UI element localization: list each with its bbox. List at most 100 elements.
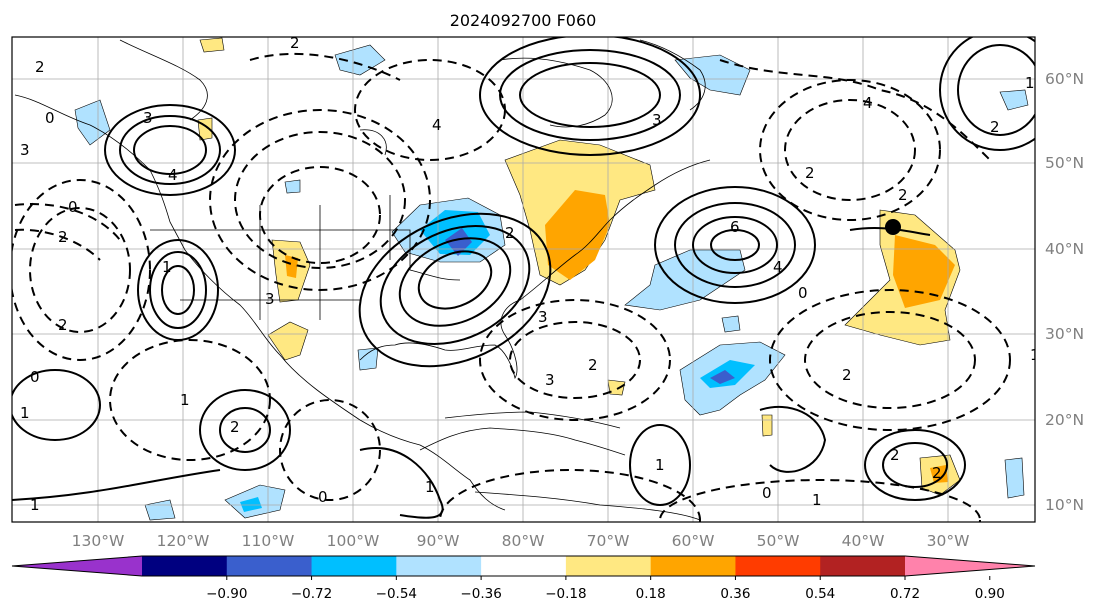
map-background — [12, 37, 1035, 522]
colorbar-swatch — [481, 556, 567, 576]
lon-tick: 120°W — [157, 532, 210, 550]
colorbar-tick-label: 0.72 — [890, 586, 920, 602]
contour-label: 2 — [588, 356, 598, 374]
contour-label: 1 — [425, 478, 435, 496]
contour-label: 4 — [773, 258, 783, 276]
colorbar-swatch — [820, 556, 906, 576]
lat-tick: 20°N — [1045, 411, 1084, 429]
colorbar-swatch — [396, 556, 482, 576]
storm-center-marker — [885, 219, 901, 235]
contour-label: 0 — [68, 198, 78, 216]
map-title: 2024092700 F060 — [450, 11, 597, 30]
negative-anomaly-region — [721, 315, 741, 333]
colorbar-swatch — [735, 556, 821, 576]
contour-label: 2 — [35, 58, 45, 76]
colorbar-outline — [11, 555, 1036, 577]
contour-label: 2 — [990, 118, 1000, 136]
lat-tick: 30°N — [1045, 325, 1084, 343]
colorbar-tick-label: −0.90 — [206, 586, 247, 602]
lon-tick: 80°W — [502, 532, 545, 550]
contour-label: 1 — [20, 404, 30, 422]
positive-anomaly-region — [607, 379, 626, 396]
positive-anomaly-region — [545, 190, 610, 280]
positive-anomaly-region — [893, 235, 955, 308]
colorbar-tick-label: −0.18 — [545, 586, 586, 602]
contour-label: 3 — [265, 290, 275, 308]
colorbar-swatch — [565, 556, 652, 576]
lon-tick: 50°W — [757, 532, 800, 550]
colorbar-extend-high — [905, 556, 1035, 576]
lat-tick: 40°N — [1045, 240, 1084, 258]
contour-label: 0 — [762, 484, 772, 502]
longitude-ticks: 130°W 120°W 110°W 100°W 90°W 80°W 70°W 6… — [72, 532, 970, 550]
contour-label: 3 — [538, 308, 548, 326]
lon-tick: 130°W — [72, 532, 125, 550]
contour-label: 6 — [730, 218, 740, 236]
negative-anomaly-region — [445, 228, 472, 256]
coastlines — [14, 39, 711, 521]
contour-label: 3 — [545, 371, 555, 389]
positive-anomaly-region — [285, 255, 298, 278]
contour-label: 4 — [863, 94, 873, 112]
colorbar-tick-label: −0.72 — [291, 586, 332, 602]
contour-label: 2 — [230, 418, 240, 436]
negative-anomaly-region — [357, 347, 379, 371]
map-content: 2 2 3 4 0 3 3 1 2 6 4 2 1 2 0 3 2 2 3 4 … — [12, 37, 1040, 522]
contour-label: 1 — [180, 391, 190, 409]
lon-tick: 110°W — [242, 532, 295, 550]
lon-tick: 30°W — [927, 532, 970, 550]
contour-label: 3 — [143, 109, 153, 127]
lon-tick: 90°W — [417, 532, 460, 550]
colorbar-tick-label: 0.36 — [720, 586, 750, 602]
contour-label: 0 — [798, 284, 808, 302]
contour-label: 1 — [162, 258, 172, 276]
contour-label: 4 — [168, 166, 178, 184]
colorbar-tick-label: 0.90 — [975, 586, 1005, 602]
contour-label: 3 — [652, 111, 662, 129]
contour-label: 1 — [655, 456, 665, 474]
contour-labels: 2 2 3 4 0 3 3 1 2 6 4 2 1 2 0 3 2 2 3 4 … — [20, 37, 1040, 514]
colorbar-swatch — [226, 556, 313, 576]
contour-label: 2 — [890, 446, 900, 464]
colorbar: −0.90 −0.72 −0.54 −0.36 −0.18 0.18 0.36 0.54 0.7… — [11, 555, 1036, 602]
lon-tick: 60°W — [672, 532, 715, 550]
contour-label: 0 — [45, 109, 55, 127]
contour-label: 0 — [30, 368, 40, 386]
contour-label: 1 — [30, 496, 40, 514]
positive-anomaly-region — [199, 37, 225, 53]
map-frame — [11, 36, 1036, 523]
positive-anomaly-region — [930, 465, 948, 483]
contour-label: 1 — [812, 491, 822, 509]
positive-anomaly-region — [267, 321, 309, 361]
colorbar-extend-low — [12, 556, 142, 576]
contour-label: 2 — [932, 464, 942, 482]
colorbar-tick-label: −0.54 — [376, 586, 417, 602]
negative-anomaly-region — [710, 370, 735, 384]
lat-tick: 10°N — [1045, 496, 1084, 514]
contour-label: 2 — [805, 164, 815, 182]
colorbar-tick-label: −0.36 — [460, 586, 501, 602]
contour-label: 3 — [20, 141, 30, 159]
lat-tick: 50°N — [1045, 154, 1084, 172]
dashed-contours — [12, 52, 1011, 522]
contour-label: 1 — [1030, 346, 1040, 364]
solid-contours — [12, 37, 1035, 519]
contour-label: 2 — [58, 228, 68, 246]
negative-anomaly-region — [999, 89, 1029, 111]
colorbar-tick-label: 0.18 — [636, 586, 666, 602]
colorbar-swatch — [142, 556, 228, 576]
contour-label: 1 — [1025, 74, 1035, 92]
colorbar-swatch — [311, 556, 397, 576]
negative-anomaly-region — [1004, 457, 1025, 499]
negative-anomaly-region — [284, 179, 301, 194]
colorbar-swatch — [650, 556, 736, 576]
graticule — [12, 37, 1035, 522]
lon-tick: 40°W — [842, 532, 885, 550]
lat-tick: 60°N — [1045, 70, 1084, 88]
lon-tick: 100°W — [327, 532, 380, 550]
latitude-ticks: 60°N 50°N 40°N 30°N 20°N 10°N — [1045, 70, 1084, 514]
negative-anomaly-region — [240, 497, 262, 512]
contour-label: 2 — [58, 316, 68, 334]
colorbar-tick-label: 0.54 — [805, 586, 835, 602]
